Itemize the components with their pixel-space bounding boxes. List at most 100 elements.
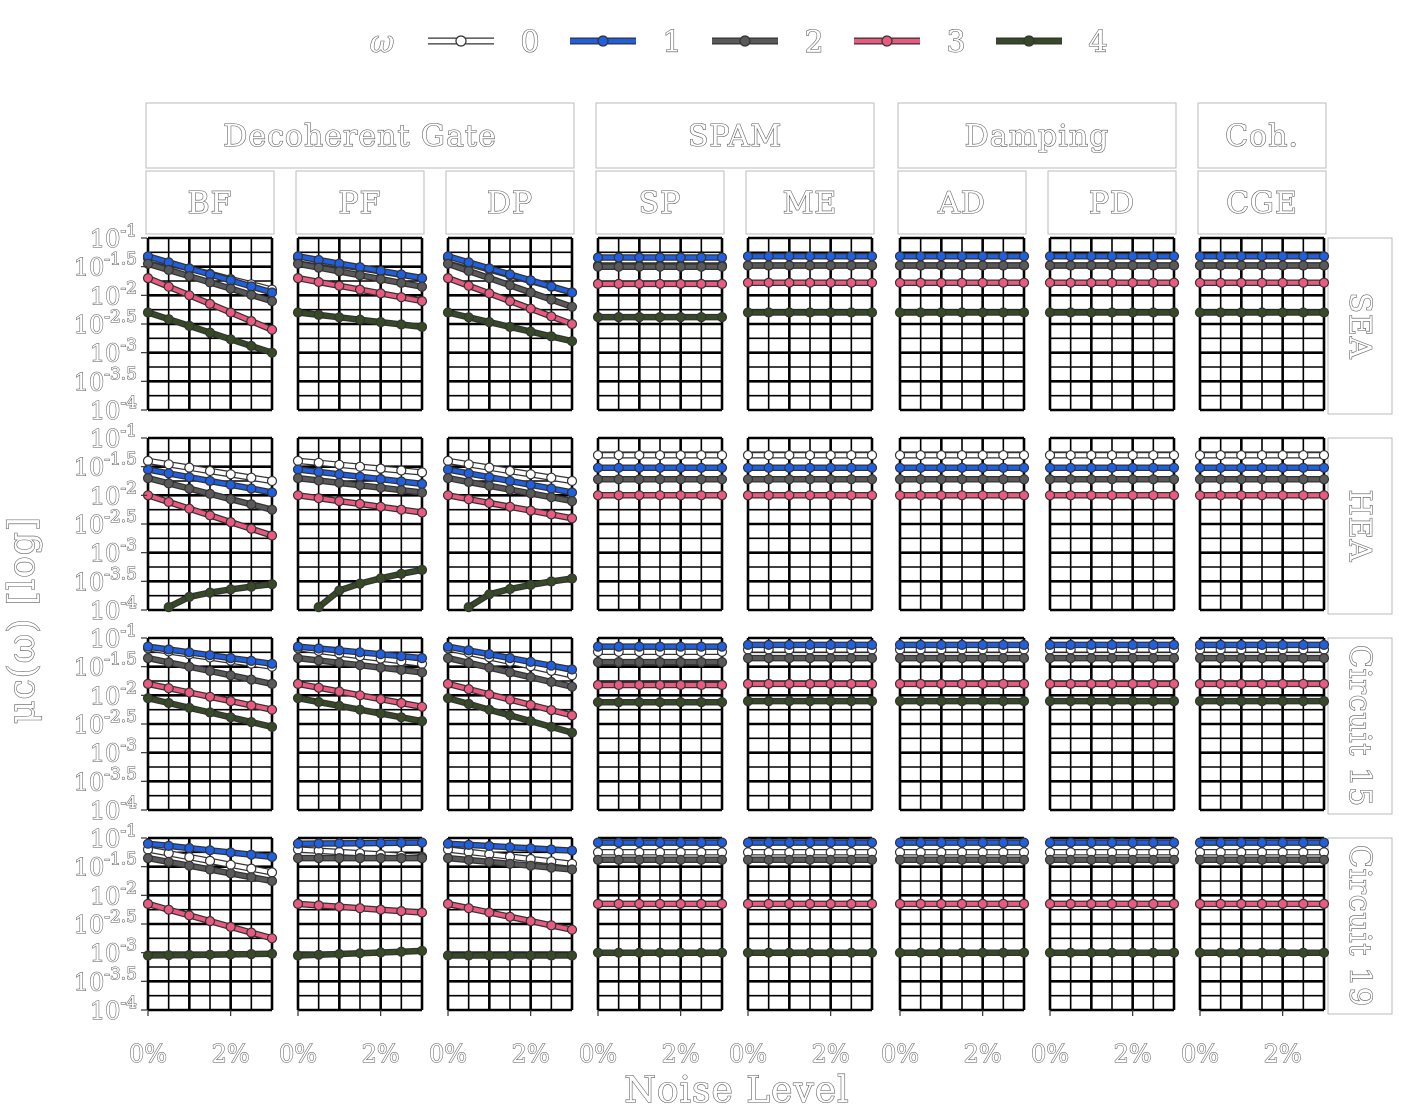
- data-point: [613, 450, 624, 461]
- row-strip-label: HEA: [1342, 490, 1377, 563]
- data-point: [825, 678, 836, 690]
- data-point: [546, 472, 557, 483]
- data-point: [654, 261, 666, 272]
- series-omega-1: [1194, 639, 1330, 651]
- data-point: [804, 898, 816, 910]
- series-omega-3: [1044, 678, 1180, 690]
- data-point: [334, 686, 345, 697]
- data-point: [742, 450, 754, 461]
- data-point: [1018, 490, 1030, 501]
- data-point: [504, 950, 516, 961]
- data-point: [246, 316, 257, 327]
- data-point: [936, 678, 947, 690]
- series-omega-2: [1044, 652, 1180, 664]
- y-tick-label: 10-3.5: [74, 564, 137, 596]
- data-point: [696, 656, 707, 668]
- data-point: [1044, 678, 1056, 690]
- series-omega-1: [442, 251, 578, 298]
- data-point: [613, 490, 624, 501]
- data-point: [313, 838, 324, 849]
- data-point: [225, 847, 236, 858]
- data-point: [246, 523, 257, 534]
- data-point: [525, 303, 536, 314]
- data-point: [1044, 307, 1056, 318]
- data-point: [416, 667, 428, 678]
- data-point: [654, 837, 666, 848]
- data-point: [334, 657, 345, 668]
- data-point: [1277, 947, 1288, 958]
- data-point: [742, 652, 754, 664]
- data-point: [936, 251, 947, 262]
- data-point: [936, 837, 947, 848]
- data-point: [846, 490, 857, 501]
- data-point: [1044, 652, 1056, 664]
- data-point: [977, 652, 988, 664]
- panel-circuit-19-dp: [442, 836, 578, 1012]
- data-point: [1236, 490, 1247, 501]
- data-point: [1086, 837, 1097, 848]
- data-point: [1168, 678, 1180, 690]
- data-point: [484, 263, 495, 274]
- data-point: [1318, 695, 1330, 707]
- data-point: [1148, 639, 1159, 651]
- data-point: [204, 845, 216, 856]
- data-point: [442, 838, 454, 849]
- data-point: [416, 296, 428, 307]
- data-point: [484, 317, 495, 328]
- data-point: [1256, 947, 1268, 958]
- data-point: [354, 480, 366, 491]
- data-point: [1065, 947, 1076, 958]
- data-point: [484, 462, 495, 473]
- data-point: [915, 695, 926, 707]
- data-point: [634, 697, 645, 708]
- data-point: [613, 252, 624, 263]
- data-point: [416, 467, 428, 478]
- data-point: [1127, 277, 1138, 288]
- data-point: [675, 252, 686, 263]
- data-point: [1236, 639, 1247, 651]
- row-strip: [1327, 637, 1393, 815]
- series-omega-4: [442, 693, 578, 738]
- data-point: [1256, 678, 1268, 690]
- data-point: [1256, 277, 1268, 288]
- data-point: [1065, 277, 1076, 288]
- data-point: [313, 696, 324, 708]
- data-point: [313, 900, 324, 911]
- series-omega-4: [592, 697, 728, 708]
- data-point: [525, 505, 536, 516]
- group-strip-label: Damping: [965, 119, 1110, 154]
- data-point: [1277, 898, 1288, 910]
- data-point: [936, 652, 947, 664]
- data-point: [1065, 307, 1076, 318]
- legend-title: ω: [370, 25, 394, 60]
- data-point: [1277, 277, 1288, 288]
- series-omega-2: [442, 852, 578, 875]
- data-point: [246, 281, 257, 292]
- data-point: [525, 275, 536, 286]
- data-point: [1086, 260, 1097, 271]
- data-point: [566, 845, 578, 856]
- series-omega-2: [592, 261, 728, 272]
- data-point: [977, 251, 988, 262]
- data-point: [956, 639, 968, 651]
- data-point: [784, 490, 795, 501]
- series-omega-1: [1194, 837, 1330, 848]
- data-point: [998, 307, 1009, 318]
- column-strip-label: CGE: [1226, 186, 1298, 221]
- data-point: [763, 678, 774, 690]
- x-tick-label: 0%: [579, 1040, 617, 1068]
- data-point: [675, 278, 686, 289]
- row-strip: [1327, 837, 1393, 1015]
- data-point: [825, 837, 836, 848]
- facet-panels: [142, 236, 1330, 1012]
- data-point: [246, 483, 257, 494]
- data-point: [592, 278, 604, 289]
- y-tick-label: 10-2: [90, 678, 137, 710]
- series-omega-4: [442, 950, 578, 961]
- data-point: [1044, 947, 1056, 958]
- data-point: [894, 450, 906, 461]
- data-point: [894, 462, 906, 473]
- series-omega-2: [894, 474, 1030, 485]
- data-point: [804, 307, 816, 318]
- data-point: [1168, 260, 1180, 271]
